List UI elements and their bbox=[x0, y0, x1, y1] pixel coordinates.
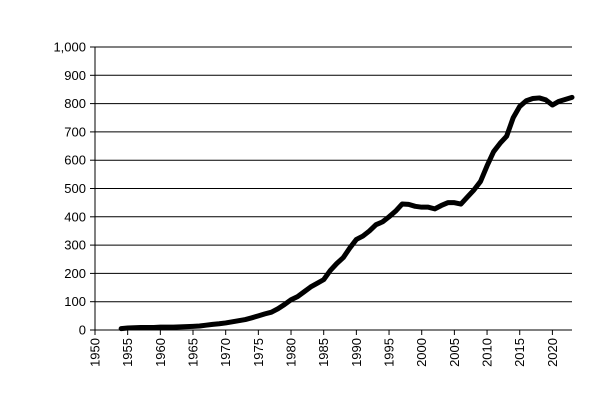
x-tick-label-13: 2015 bbox=[512, 338, 527, 367]
x-tick-label-2: 1960 bbox=[153, 338, 168, 367]
y-tick-labels: 0 100 200 300 400 500 600 700 800 900 1,000 bbox=[53, 40, 86, 338]
x-tick-label-11: 2005 bbox=[447, 338, 462, 367]
x-tick-label-12: 2010 bbox=[480, 338, 495, 367]
x-tick-label-10: 2000 bbox=[414, 338, 429, 367]
x-tick-label-4: 1970 bbox=[218, 338, 233, 367]
y-tick-label-2: 200 bbox=[64, 266, 86, 281]
y-tick-label-6: 600 bbox=[64, 153, 86, 168]
y-tick-label-4: 400 bbox=[64, 209, 86, 224]
y-tick-label-1: 100 bbox=[64, 294, 86, 309]
y-tick-label-7: 700 bbox=[64, 124, 86, 139]
x-tick-label-9: 1995 bbox=[382, 338, 397, 367]
series-line-0 bbox=[118, 94, 575, 332]
x-tick-label-5: 1975 bbox=[251, 338, 266, 367]
y-tick-label-9: 900 bbox=[64, 68, 86, 83]
y-tick-label-3: 300 bbox=[64, 238, 86, 253]
gridlines bbox=[90, 46, 572, 335]
x-tick-label-8: 1990 bbox=[349, 338, 364, 367]
x-tick-label-6: 1980 bbox=[284, 338, 299, 367]
y-tick-label-0: 0 bbox=[79, 323, 86, 338]
x-tick-label-1: 1955 bbox=[120, 338, 135, 367]
y-tick-label-5: 500 bbox=[64, 181, 86, 196]
x-tick-label-3: 1965 bbox=[186, 338, 201, 367]
series-group bbox=[118, 94, 575, 332]
axes bbox=[94, 47, 572, 331]
x-tick-label-7: 1985 bbox=[316, 338, 331, 367]
y-tick-label-8: 800 bbox=[64, 96, 86, 111]
x-tick-labels: 1950 1955 1960 1965 1970 1975 1980 1985 1990 1995… bbox=[88, 338, 560, 367]
x-tick-label-14: 2020 bbox=[545, 338, 560, 367]
x-tick-label-0: 1950 bbox=[88, 338, 103, 367]
y-tick-label-10: 1,000 bbox=[53, 40, 86, 55]
